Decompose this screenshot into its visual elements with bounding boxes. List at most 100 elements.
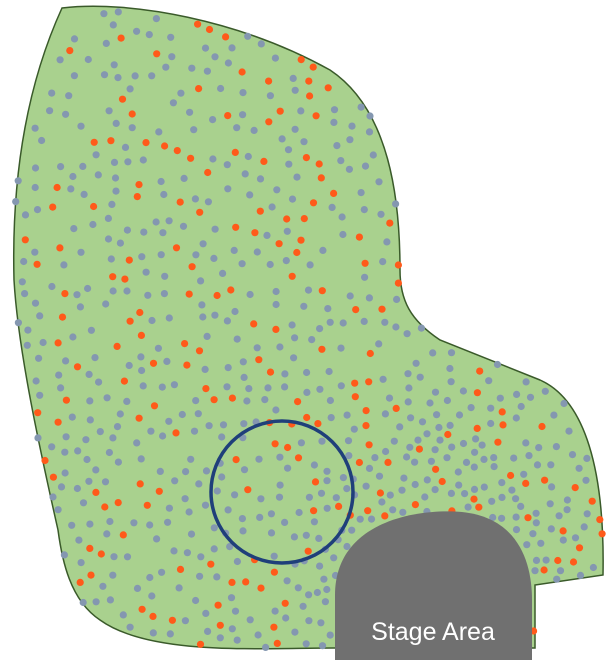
person-dot-orange <box>294 454 303 462</box>
person-dot-gray <box>250 126 258 134</box>
person-dot-gray <box>379 258 387 266</box>
person-dot-gray <box>80 190 88 198</box>
person-dot-gray <box>239 527 247 535</box>
person-dot-gray <box>119 611 127 619</box>
person-dot-orange <box>522 479 530 487</box>
person-dot-gray <box>459 387 467 395</box>
person-dot-orange <box>381 512 389 520</box>
person-dot-orange <box>270 568 278 576</box>
person-dot-orange <box>54 418 62 426</box>
person-dot-gray <box>288 195 297 203</box>
person-dot-gray <box>270 552 278 560</box>
person-dot-orange <box>126 317 134 325</box>
person-dot-gray <box>109 571 117 579</box>
person-dot-orange <box>87 571 95 579</box>
person-dot-gray <box>182 468 190 476</box>
person-dot-gray <box>224 59 232 67</box>
person-dot-gray <box>24 326 32 334</box>
person-dot-gray <box>158 383 166 391</box>
person-dot-orange <box>473 424 481 432</box>
person-dot-gray <box>195 480 203 488</box>
person-dot-gray <box>162 63 170 71</box>
person-dot-gray <box>517 402 525 411</box>
person-dot-gray <box>12 198 20 206</box>
person-dot-orange <box>265 118 273 126</box>
person-dot-gray <box>308 336 316 344</box>
person-dot-gray <box>231 307 239 316</box>
person-dot-gray <box>61 448 69 456</box>
person-dot-gray <box>262 643 270 652</box>
person-dot-gray <box>201 501 210 509</box>
person-dot-gray <box>365 294 373 302</box>
person-dot-orange <box>309 199 318 207</box>
person-dot-orange <box>351 379 359 387</box>
person-dot-orange <box>101 503 109 511</box>
person-dot-gray <box>303 388 311 396</box>
person-dot-orange <box>61 290 69 298</box>
person-dot-gray <box>201 365 209 373</box>
person-dot-gray <box>362 482 370 490</box>
person-dot-orange <box>176 565 185 574</box>
person-dot-orange <box>161 142 169 150</box>
person-dot-gray <box>33 206 42 214</box>
person-dot-gray <box>546 500 554 508</box>
person-dot-gray <box>86 520 94 528</box>
person-dot-gray <box>416 373 424 381</box>
person-dot-gray <box>423 430 431 438</box>
person-dot-orange <box>109 273 117 281</box>
person-dot-gray <box>306 261 314 269</box>
person-dot-gray <box>487 404 495 412</box>
person-dot-orange <box>411 501 419 509</box>
person-dot-gray <box>109 287 117 295</box>
person-dot-gray <box>57 384 65 392</box>
person-dot-gray <box>330 554 338 562</box>
person-dot-gray <box>187 455 195 463</box>
person-dot-gray <box>196 572 204 580</box>
person-dot-gray <box>455 481 463 489</box>
person-dot-orange <box>297 56 305 64</box>
person-dot-orange <box>53 183 61 192</box>
person-dot-gray <box>337 344 345 352</box>
person-dot-gray <box>381 410 389 418</box>
person-dot-gray <box>320 575 328 583</box>
person-dot-gray <box>433 411 441 419</box>
person-dot-gray <box>210 545 218 553</box>
stage-area-label: Stage Area <box>371 618 495 646</box>
person-dot-gray <box>555 512 563 520</box>
person-dot-orange <box>107 137 115 145</box>
person-dot-gray <box>60 261 68 269</box>
person-dot-gray <box>114 458 122 466</box>
person-dot-gray <box>31 248 39 256</box>
person-dot-gray <box>464 503 472 511</box>
person-dot-gray <box>103 394 111 402</box>
person-dot-gray <box>323 467 331 475</box>
person-dot-gray <box>525 452 533 460</box>
person-dot-orange <box>117 34 125 42</box>
person-dot-gray <box>275 493 284 501</box>
person-dot-gray <box>85 370 93 378</box>
person-dot-gray <box>75 536 83 544</box>
person-dot-gray <box>54 506 62 514</box>
person-dot-gray <box>165 314 173 322</box>
person-dot-gray <box>218 473 226 481</box>
person-dot-gray <box>326 631 334 639</box>
person-dot-gray <box>299 602 307 610</box>
person-dot-gray <box>112 119 120 127</box>
person-dot-orange <box>362 422 370 430</box>
person-dot-gray <box>149 629 157 637</box>
person-dot-orange <box>125 256 133 264</box>
person-dot-gray <box>276 481 284 489</box>
person-dot-orange <box>275 240 283 248</box>
person-dot-orange <box>138 605 146 613</box>
person-dot-orange <box>41 456 49 465</box>
person-dot-gray <box>529 530 537 538</box>
person-dot-gray <box>294 584 302 592</box>
person-dot-gray <box>571 534 580 542</box>
person-dot-orange <box>210 396 218 404</box>
person-dot-gray <box>337 157 345 165</box>
person-dot-gray <box>68 413 76 421</box>
person-dot-orange <box>271 440 279 448</box>
person-dot-orange <box>260 157 268 165</box>
person-dot-gray <box>317 489 326 497</box>
person-dot-orange <box>473 389 481 397</box>
